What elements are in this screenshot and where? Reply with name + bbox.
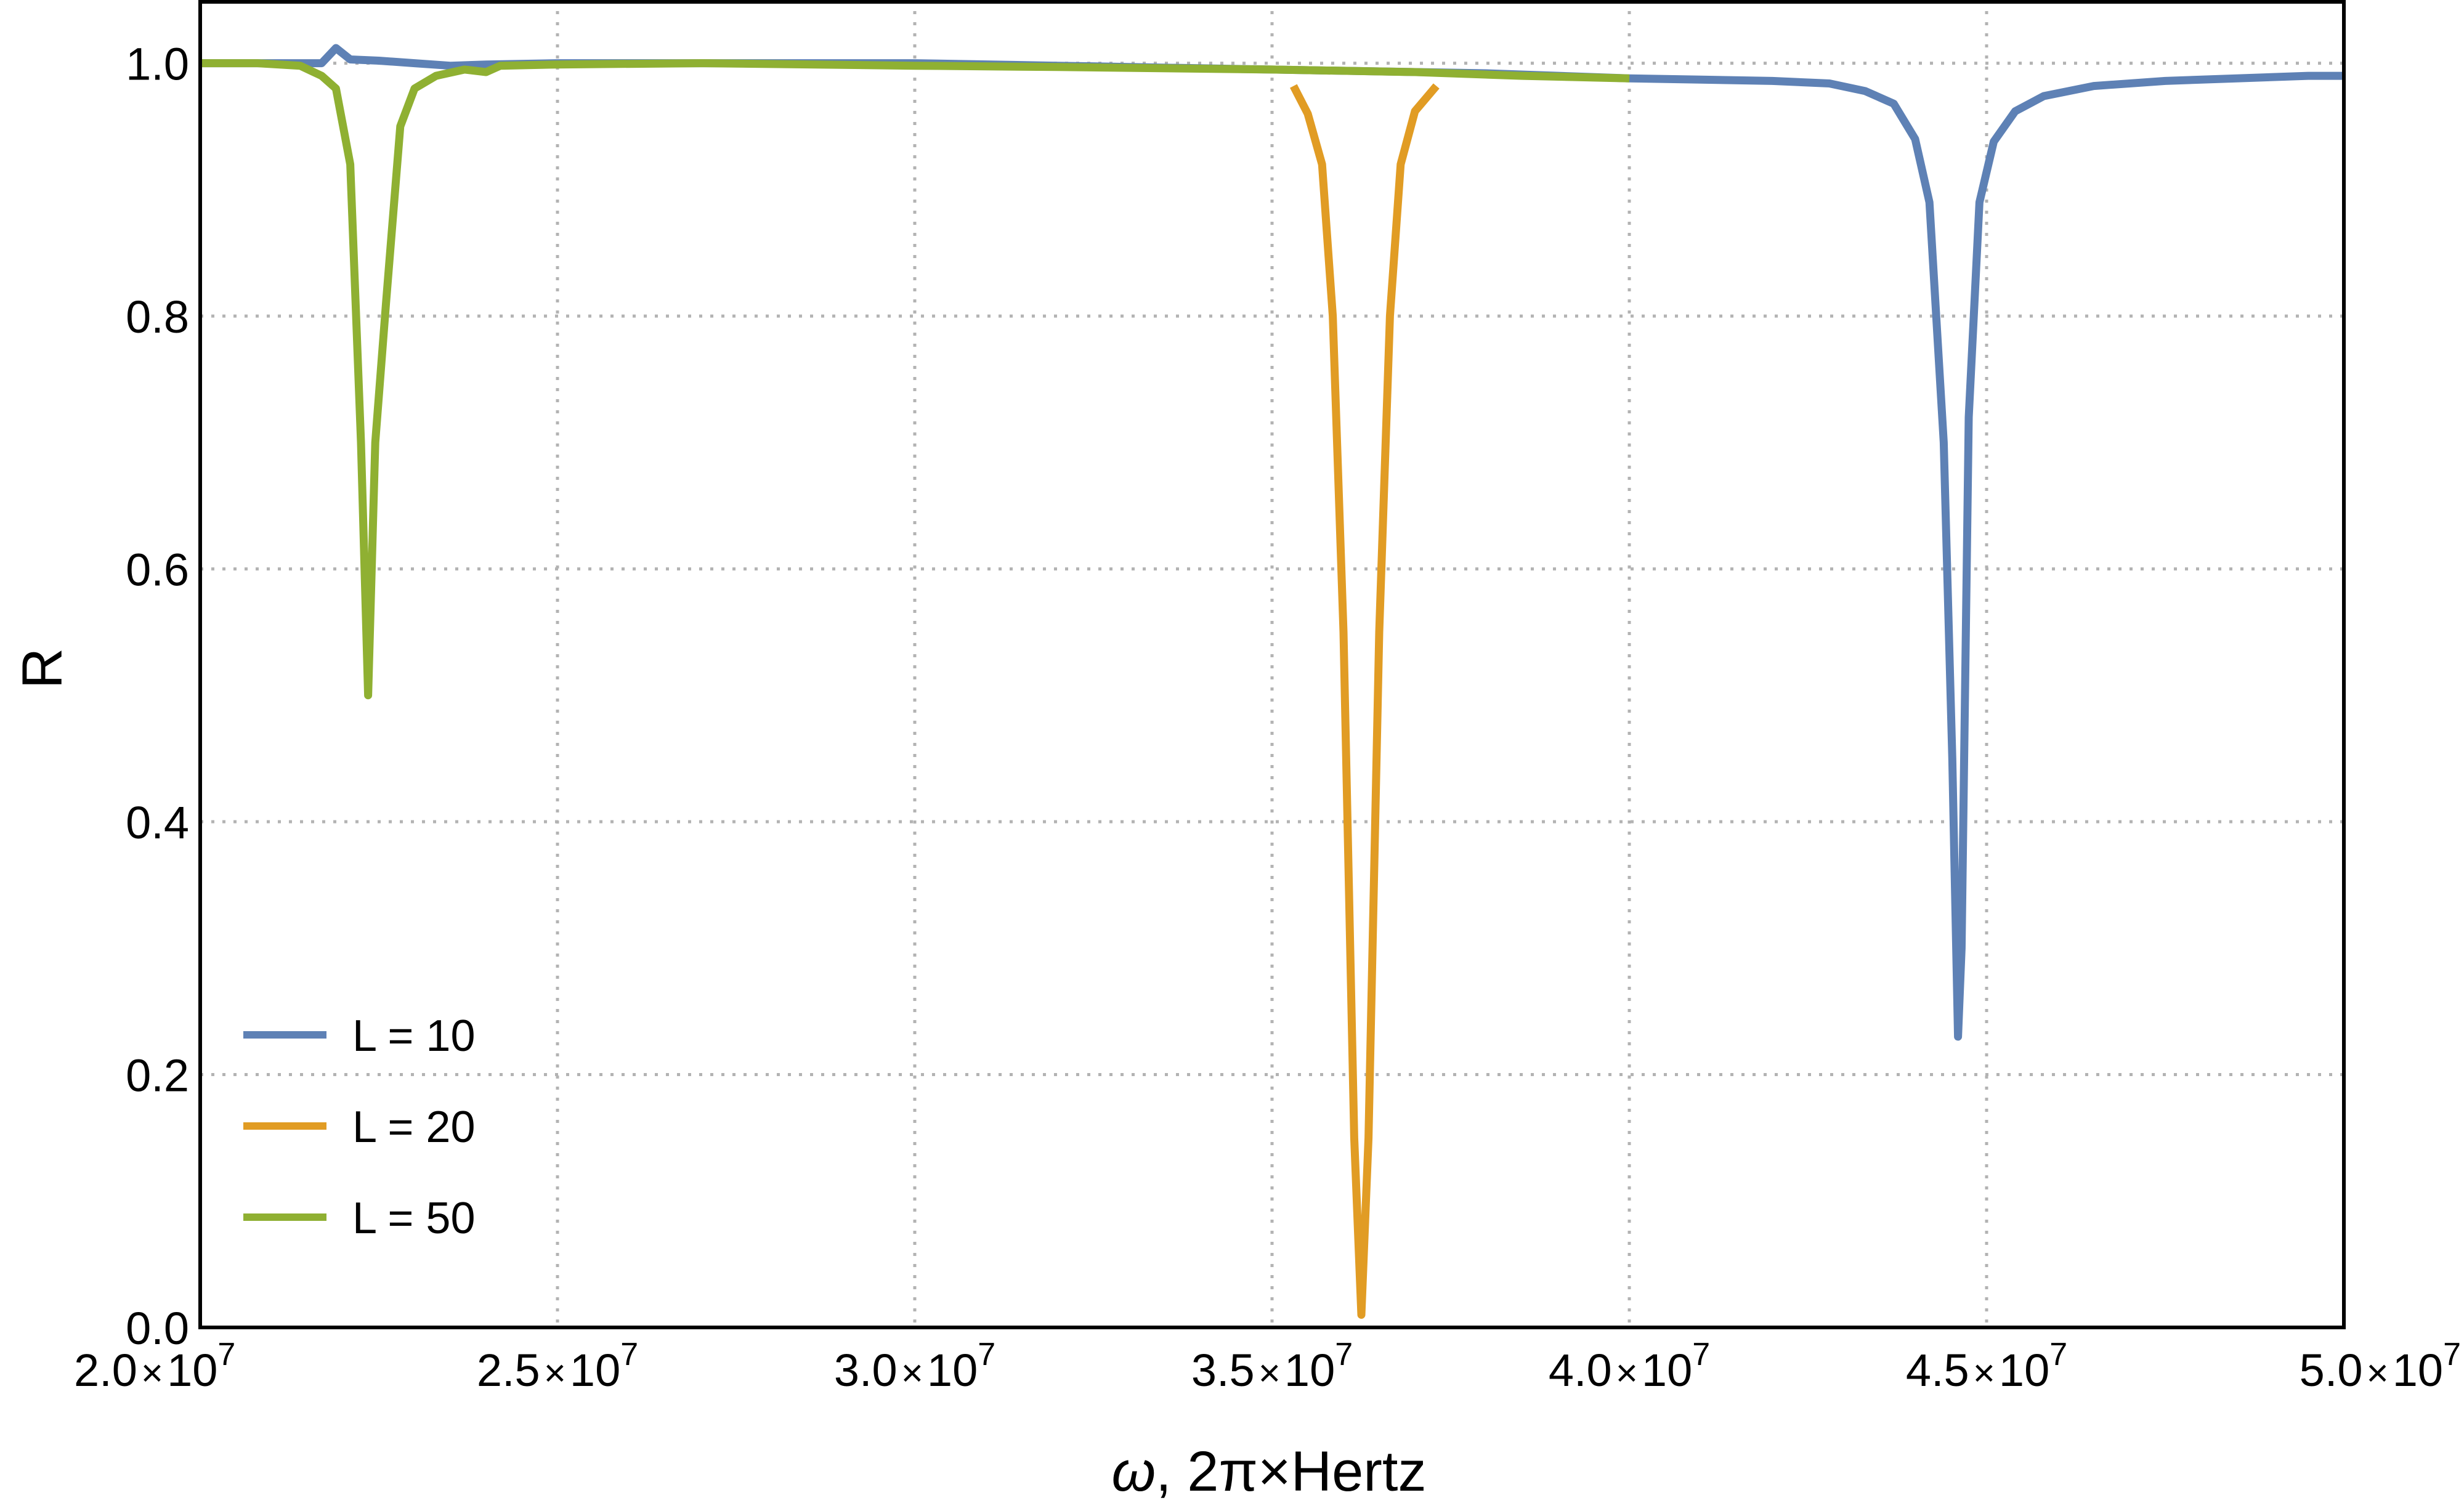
x-axis-title: ω, 2π×Hertz [1112, 1440, 1427, 1503]
legend-label: L = 50 [352, 1194, 476, 1243]
legend-label: L = 10 [352, 1011, 476, 1061]
y-tick-labels: 0.0 0.2 0.4 0.6 0.8 1.0 [126, 39, 189, 1354]
legend: L = 10 L = 20 L = 50 [243, 1011, 476, 1243]
y-tick-label: 1.0 [126, 39, 189, 90]
x-tick-label: 3.0×107 [834, 1337, 995, 1396]
x-tick-label: 4.0×107 [1549, 1337, 1710, 1396]
x-tick-label: 4.5×107 [1906, 1337, 2067, 1396]
y-tick-label: 0.0 [126, 1303, 189, 1354]
legend-label: L = 20 [352, 1103, 476, 1152]
x-tick-label: 2.0×107 [74, 1337, 235, 1396]
x-tick-label: 2.5×107 [477, 1337, 638, 1396]
legend-item: L = 10 [243, 1011, 476, 1061]
x-tick-label: 3.5×107 [1191, 1337, 1353, 1396]
y-tick-label: 0.4 [126, 797, 189, 848]
grid-lines [200, 0, 2344, 1327]
series-line-l-20 [1290, 83, 1440, 1319]
series-line-l-10 [200, 44, 2344, 1041]
x-tick-label: 5.0×107 [2300, 1337, 2461, 1396]
series-line-l-50 [200, 59, 1630, 700]
x-axis-title-symbol: ω [1112, 1440, 1156, 1503]
y-tick-label: 0.6 [126, 545, 189, 596]
legend-item: L = 20 [243, 1103, 476, 1152]
y-axis-title: R [11, 648, 74, 689]
legend-item: L = 50 [243, 1194, 476, 1243]
y-tick-label: 0.8 [126, 291, 189, 342]
x-axis-title-rest: , 2π×Hertz [1156, 1440, 1426, 1503]
plot-frame [198, 0, 2346, 1329]
y-tick-label: 0.2 [126, 1050, 189, 1101]
x-tick-labels: 2.0×107 2.5×107 3.0×107 3.5×107 4.0×107 4.5×1… [74, 1337, 2461, 1396]
series-lines [200, 44, 2344, 1319]
